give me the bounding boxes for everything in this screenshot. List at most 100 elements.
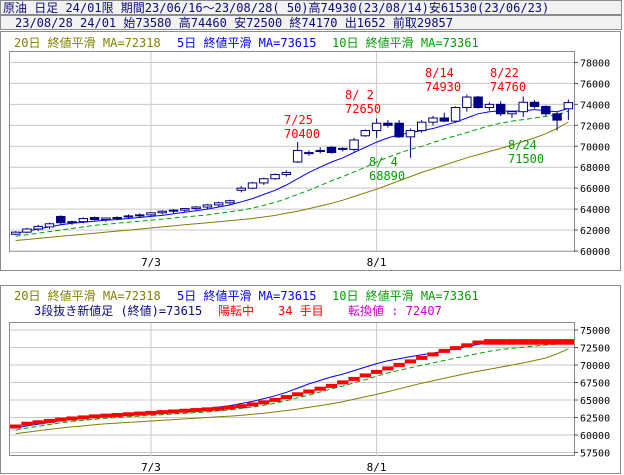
candle-body <box>428 117 438 123</box>
brick <box>77 415 89 420</box>
y-tick-label: 70000 <box>580 361 610 372</box>
brick <box>506 339 518 345</box>
candle-body <box>146 212 156 216</box>
top-chart-frame <box>0 31 621 271</box>
top-y-axis: 60000 62000 64000 66000 68000 70000 72000 74000… <box>574 58 610 258</box>
candle-body <box>259 178 269 184</box>
brick <box>303 389 315 394</box>
y-tick-label: 65000 <box>580 396 610 407</box>
annotation-high-0802: 8/ 2 72650 <box>345 88 381 116</box>
candle-body <box>383 122 393 126</box>
brick <box>179 408 191 413</box>
candle-body <box>44 223 55 228</box>
candle-body <box>371 122 382 132</box>
candle-body <box>112 216 122 220</box>
candle-body <box>462 96 472 109</box>
y-tick-label: 62000 <box>580 226 610 237</box>
ma-line-20 <box>15 348 569 435</box>
candle-body <box>213 202 224 206</box>
candle-body <box>473 96 483 109</box>
brick <box>404 359 417 364</box>
candle-body <box>236 187 246 191</box>
top-legend-ma10: 10日 終値平滑 MA=73361 <box>332 35 479 50</box>
y-tick-label: 75000 <box>580 326 610 337</box>
header-latest-bar-line: 23/08/28 24/01 始73580 高74460 安72500 終741… <box>0 15 622 30</box>
y-tick-label: 78000 <box>580 58 610 69</box>
y-tick-label: 74000 <box>580 100 610 111</box>
candlestick-chart: 20日 終値平滑 MA=72318 5日 終値平滑 MA=73615 10日 終… <box>0 31 621 271</box>
candle-body <box>123 215 134 218</box>
brick <box>201 407 214 412</box>
x-tick-label: 7/3 <box>141 461 161 474</box>
candle-body <box>180 208 190 211</box>
candle-body <box>304 152 314 155</box>
candle-body <box>270 174 280 180</box>
candle-body <box>439 117 450 122</box>
annotation-high-0814: 8/14 74930 <box>425 66 461 94</box>
candle-body <box>281 171 292 176</box>
top-legend-ma20: 20日 終値平滑 MA=72318 <box>14 35 161 50</box>
brick <box>416 355 428 360</box>
bottom-legend-ma20: 20日 終値平滑 MA=72318 <box>14 288 161 303</box>
brick <box>540 339 552 345</box>
brick <box>224 405 236 410</box>
annotation-date: 8/24 <box>508 138 537 152</box>
candle-body <box>338 147 348 150</box>
three-line-break-chart: 20日 終値平滑 MA=72318 5日 終値平滑 MA=73615 10日 終… <box>0 285 621 474</box>
brick <box>269 397 281 402</box>
brick <box>43 418 56 423</box>
bottom-legend-ma10: 10日 終値平滑 MA=73361 <box>332 288 479 303</box>
x-tick-label: 7/3 <box>141 256 161 269</box>
brick <box>337 380 349 385</box>
annotation-date: 7/25 <box>284 113 313 127</box>
y-tick-label: 60000 <box>580 431 610 442</box>
brick <box>314 386 326 391</box>
candle-body <box>495 103 506 115</box>
y-tick-label: 67500 <box>580 379 610 390</box>
brick <box>438 348 450 353</box>
y-tick-label: 72500 <box>580 344 610 355</box>
brick <box>190 408 202 413</box>
header-summary-line: 原油 日足 24/01限 期間23/06/16～23/08/28( 50)高74… <box>0 0 622 15</box>
brick <box>325 383 338 388</box>
brick <box>292 392 304 397</box>
candle-body <box>518 101 528 113</box>
ma-line-10 <box>15 110 569 237</box>
y-tick-label: 76000 <box>580 79 610 90</box>
three-line-break-label: 3段抜き新値足 (終値)=73615 <box>34 303 202 318</box>
brick <box>134 411 146 416</box>
y-tick-label: 66000 <box>580 184 610 195</box>
y-tick-label: 68000 <box>580 163 610 174</box>
candle-body <box>450 107 461 122</box>
annotation-value: 72650 <box>345 102 382 116</box>
x-tick-label: 8/1 <box>367 461 387 474</box>
brick <box>393 362 405 367</box>
candle-body <box>360 130 371 137</box>
annotation-value: 74760 <box>490 80 527 94</box>
brick <box>495 339 507 345</box>
candle-body <box>563 102 574 110</box>
top-legend-ma5: 5日 終値平滑 MA=73615 <box>177 35 316 50</box>
brick <box>167 409 180 414</box>
brick <box>461 343 473 348</box>
candle-body <box>541 105 551 115</box>
brick <box>235 404 247 409</box>
candle-body <box>10 231 21 235</box>
bottom-plot-area <box>9 322 575 456</box>
bottom-y-axis: 57500 60000 62500 65000 67500 70000 72500 75000 <box>574 326 610 460</box>
brick <box>66 416 78 421</box>
candle-body <box>168 209 179 212</box>
candle-body <box>247 182 258 189</box>
candle-body <box>101 217 111 221</box>
candle-body <box>67 221 77 224</box>
candle-body <box>507 111 517 115</box>
candle-body <box>157 210 168 214</box>
annotation-low-0804: 8/ 4 68890 <box>369 155 405 183</box>
brick <box>359 373 371 378</box>
brick <box>100 413 112 418</box>
candle-body <box>225 200 235 204</box>
candle-body <box>552 113 562 121</box>
x-tick-label: 8/1 <box>367 256 387 269</box>
bottom-legend-ma5: 5日 終値平滑 MA=73615 <box>177 288 316 303</box>
brick <box>145 410 157 415</box>
